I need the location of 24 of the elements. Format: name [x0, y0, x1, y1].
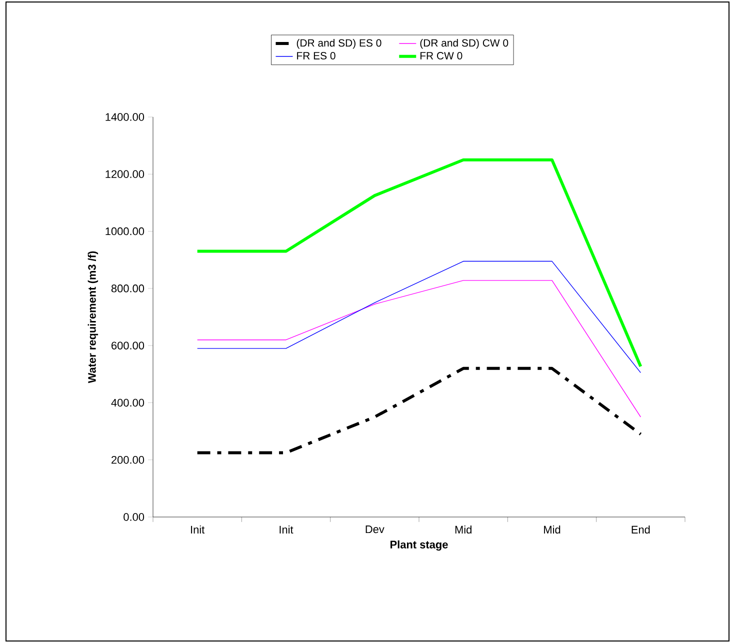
- x-axis-title: Plant stage: [390, 540, 448, 551]
- x-tick-label: Init: [191, 526, 205, 534]
- legend-label: (DR and SD) CW 0: [420, 38, 508, 49]
- line-series: [196, 260, 642, 374]
- y-tick-label: 0.00: [124, 513, 144, 521]
- x-tick-label: Mid: [544, 526, 560, 534]
- legend-label: (DR and SD) ES 0: [296, 38, 382, 49]
- y-axis-title: Water requirement (m3 /f): [88, 251, 98, 384]
- x-tick-label: Init: [280, 526, 294, 534]
- x-tick-label: End: [632, 526, 650, 534]
- y-tick-label: 200.00: [112, 456, 144, 464]
- y-tick-label: 1200.00: [106, 170, 144, 178]
- line-series: [196, 280, 642, 418]
- line-series: [196, 158, 642, 368]
- y-tick-label: 1000.00: [106, 227, 144, 236]
- y-tick-label: 400.00: [111, 398, 144, 407]
- legend-label: FR CW 0: [420, 52, 462, 60]
- y-tick-label: 800.00: [111, 284, 144, 292]
- y-tick-label: 600.00: [112, 342, 144, 350]
- x-tick-label: Mid: [455, 526, 472, 534]
- x-tick-label: Dev: [366, 526, 384, 534]
- legend-label: FR ES 0: [297, 52, 336, 60]
- y-tick-label: 1400.00: [106, 113, 144, 121]
- line-series: [196, 366, 642, 454]
